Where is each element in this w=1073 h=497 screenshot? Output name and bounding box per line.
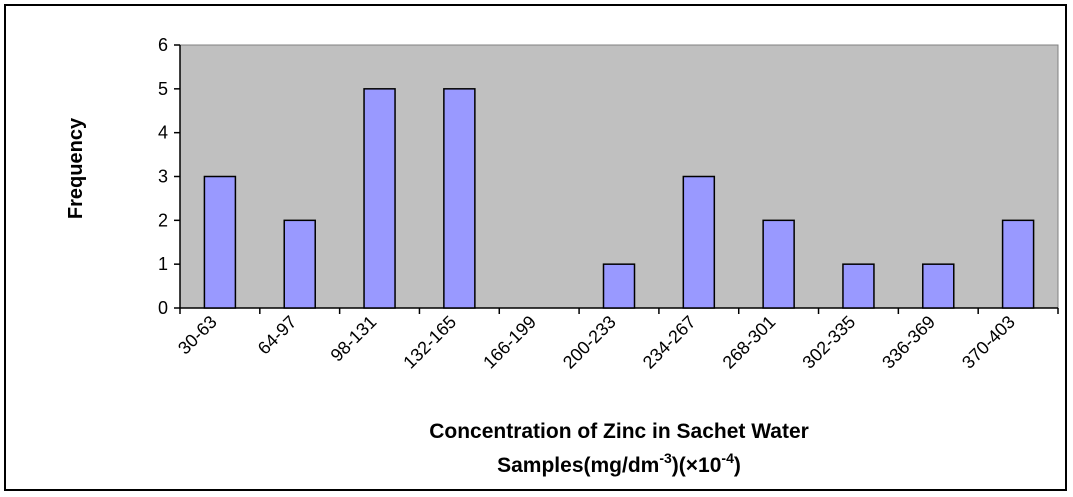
bar	[363, 88, 396, 309]
x-tick-label: 132-165	[399, 312, 460, 373]
x-axis-label-sup2: -4	[721, 450, 734, 466]
x-tick-label: 200-233	[559, 312, 620, 373]
x-tick-label: 336-369	[878, 312, 939, 373]
y-tick-label: 0	[158, 298, 168, 318]
y-tick-label: 4	[158, 123, 168, 143]
x-axis-label-line2-suffix: )	[734, 454, 741, 477]
y-tick-label: 6	[158, 35, 168, 55]
x-axis-label-line2-mid: )(×10	[672, 454, 722, 477]
bar	[922, 263, 955, 309]
x-tick-label: 64-97	[254, 312, 301, 359]
x-axis-label-line2-prefix: Samples(mg/dm	[497, 454, 659, 477]
y-tick-label: 1	[158, 254, 168, 274]
chart-frame: 0 1 2 3 4 5 6 30-63 64-97 98-131 132-165 166-199 20…	[4, 4, 1067, 491]
y-axis: 0 1 2 3 4 5 6	[158, 35, 181, 318]
bar	[443, 88, 476, 309]
x-axis-label-line1: Concentration of Zinc in Sachet Water	[429, 420, 809, 443]
x-tick-label: 268-301	[719, 312, 780, 373]
bar	[1001, 219, 1035, 309]
x-axis: 30-63 64-97 98-131 132-165 166-199 200-233 234…	[174, 307, 1059, 373]
x-tick-label: 302-335	[798, 312, 859, 373]
bar	[283, 219, 316, 309]
y-axis-label: Frequency	[65, 117, 87, 219]
x-axis-label-sup1: -3	[659, 450, 672, 466]
x-tick-label: 234-267	[639, 312, 700, 373]
bar	[602, 263, 636, 309]
bars	[203, 88, 1035, 309]
bar	[762, 219, 795, 309]
x-tick-label: 166-199	[479, 312, 540, 373]
x-axis-label-line2: Samples(mg/dm-3)(×10-4)	[497, 450, 741, 477]
y-tick-label: 5	[158, 79, 168, 99]
bar	[203, 175, 237, 309]
x-tick-label: 370-403	[958, 312, 1019, 373]
bar	[842, 263, 875, 309]
bar-chart: 0 1 2 3 4 5 6 30-63 64-97 98-131 132-165 166-199 20…	[65, 35, 1059, 477]
bar	[682, 175, 716, 309]
x-tick-label: 98-131	[327, 312, 381, 366]
y-tick-label: 2	[158, 210, 168, 230]
x-tick-label: 30-63	[174, 312, 221, 359]
y-tick-label: 3	[158, 167, 168, 187]
